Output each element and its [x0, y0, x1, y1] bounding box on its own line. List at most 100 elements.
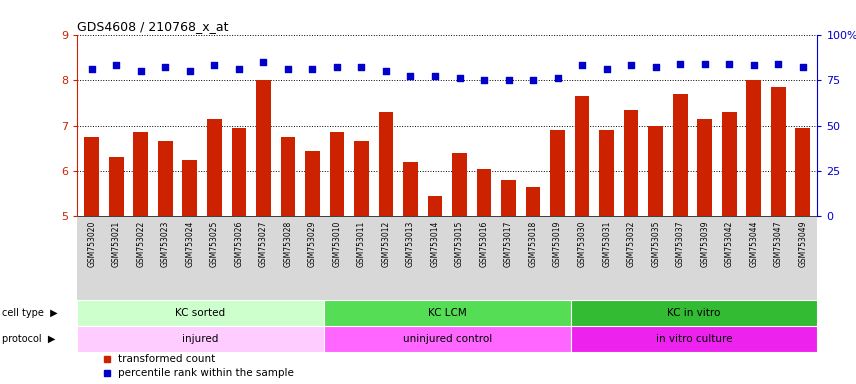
Bar — [354, 141, 369, 217]
Point — [330, 64, 344, 70]
Text: transformed count: transformed count — [118, 354, 215, 364]
Bar — [231, 128, 247, 217]
Point — [526, 77, 540, 83]
Point — [477, 77, 490, 83]
Point — [257, 59, 270, 65]
Text: GSM753026: GSM753026 — [235, 221, 243, 267]
Bar — [428, 196, 443, 217]
Text: KC sorted: KC sorted — [175, 308, 225, 318]
Point — [183, 68, 197, 74]
Text: GSM753014: GSM753014 — [431, 221, 439, 267]
Text: GSM753011: GSM753011 — [357, 221, 366, 267]
Bar — [109, 157, 123, 217]
Point — [134, 68, 147, 74]
Text: GSM753015: GSM753015 — [455, 221, 464, 267]
Text: GSM753049: GSM753049 — [799, 221, 807, 267]
Point — [379, 68, 393, 74]
Bar — [324, 300, 571, 326]
Point — [796, 64, 810, 70]
Bar — [403, 162, 418, 217]
Text: GSM753042: GSM753042 — [725, 221, 734, 267]
Text: GSM753010: GSM753010 — [332, 221, 342, 267]
Point — [428, 73, 442, 79]
Bar — [281, 137, 295, 217]
Text: GSM753013: GSM753013 — [406, 221, 415, 267]
Bar — [330, 132, 344, 217]
Point — [232, 66, 246, 72]
Bar — [599, 130, 614, 217]
Point — [624, 63, 638, 69]
Bar — [477, 169, 491, 217]
Point — [722, 61, 736, 67]
Text: GSM753025: GSM753025 — [210, 221, 219, 267]
Text: GSM753047: GSM753047 — [774, 221, 782, 267]
Text: GSM753016: GSM753016 — [479, 221, 489, 267]
Bar — [526, 187, 540, 217]
Text: GSM753031: GSM753031 — [602, 221, 611, 267]
Bar — [550, 130, 565, 217]
Bar — [698, 119, 712, 217]
Text: GSM753039: GSM753039 — [700, 221, 710, 267]
Bar — [134, 132, 148, 217]
Text: injured: injured — [182, 334, 218, 344]
Bar — [571, 300, 817, 326]
Bar — [182, 160, 197, 217]
Bar — [77, 326, 324, 352]
Bar — [571, 326, 817, 352]
Bar — [77, 300, 324, 326]
Point — [575, 63, 589, 69]
Text: percentile rank within the sample: percentile rank within the sample — [118, 368, 294, 378]
Bar — [722, 112, 736, 217]
Text: KC in vitro: KC in vitro — [668, 308, 721, 318]
Text: GSM753028: GSM753028 — [283, 221, 293, 267]
Point — [649, 64, 663, 70]
Text: GSM753022: GSM753022 — [136, 221, 146, 267]
Bar — [574, 96, 590, 217]
Point — [354, 64, 368, 70]
Bar — [502, 180, 516, 217]
Text: GSM753020: GSM753020 — [87, 221, 96, 267]
Text: protocol  ▶: protocol ▶ — [2, 334, 55, 344]
Text: GSM753024: GSM753024 — [185, 221, 194, 267]
Text: GSM753018: GSM753018 — [528, 221, 538, 267]
Point — [404, 73, 418, 79]
Point — [747, 63, 761, 69]
Text: in vitro culture: in vitro culture — [656, 334, 733, 344]
Text: uninjured control: uninjured control — [402, 334, 492, 344]
Text: GSM753029: GSM753029 — [308, 221, 317, 267]
Point — [281, 66, 294, 72]
Bar — [158, 141, 173, 217]
Text: KC LCM: KC LCM — [428, 308, 467, 318]
Bar — [624, 109, 639, 217]
Text: GSM753044: GSM753044 — [749, 221, 758, 267]
Bar — [305, 151, 320, 217]
Point — [110, 63, 123, 69]
Bar — [771, 87, 786, 217]
Bar — [85, 137, 99, 217]
Bar — [378, 112, 393, 217]
Text: GSM753035: GSM753035 — [651, 221, 660, 267]
Text: GSM753017: GSM753017 — [504, 221, 513, 267]
Point — [550, 75, 564, 81]
Point — [502, 77, 515, 83]
Point — [207, 63, 221, 69]
Bar — [648, 126, 663, 217]
Point — [698, 61, 711, 67]
Text: GSM753037: GSM753037 — [675, 221, 685, 267]
Bar — [795, 128, 810, 217]
Text: GSM753021: GSM753021 — [112, 221, 121, 267]
Bar — [452, 153, 467, 217]
Point — [453, 75, 467, 81]
Text: GDS4608 / 210768_x_at: GDS4608 / 210768_x_at — [77, 20, 229, 33]
Point — [158, 64, 172, 70]
Bar — [324, 326, 571, 352]
Bar — [673, 94, 687, 217]
Point — [85, 66, 98, 72]
Bar — [256, 80, 270, 217]
Point — [771, 61, 785, 67]
Point — [306, 66, 319, 72]
Text: GSM753012: GSM753012 — [382, 221, 390, 267]
Text: cell type  ▶: cell type ▶ — [2, 308, 57, 318]
Bar — [207, 119, 222, 217]
Text: GSM753023: GSM753023 — [161, 221, 169, 267]
